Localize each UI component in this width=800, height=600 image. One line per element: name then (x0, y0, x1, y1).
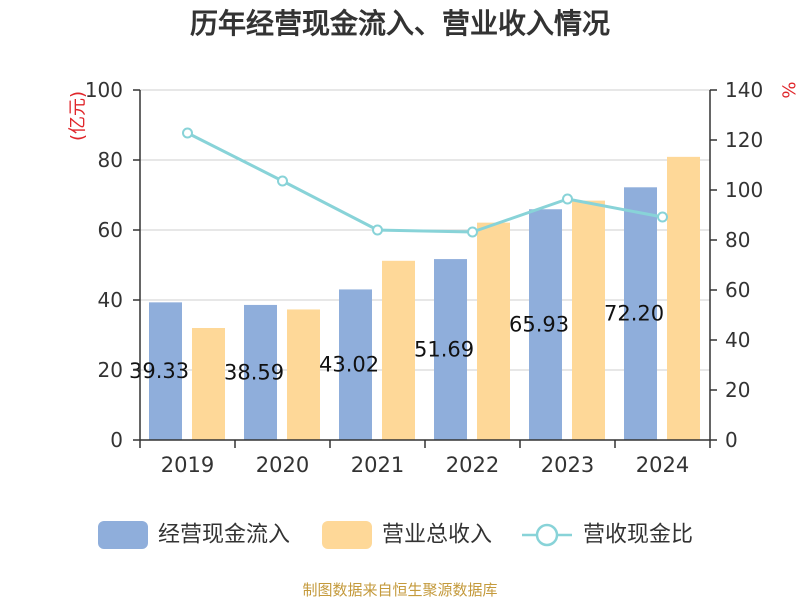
data-label-2024: 72.20 (604, 302, 664, 326)
x-tick-label-2023: 2023 (541, 453, 594, 477)
bar-revenue-2021 (382, 260, 415, 440)
bar-cash-inflow-2022 (434, 259, 467, 440)
x-tick-label-2022: 2022 (446, 453, 499, 477)
x-tick-label-2020: 2020 (256, 453, 309, 477)
y2-tick-label-0: 0 (725, 428, 738, 452)
ratio-point-2020 (277, 175, 288, 187)
y-tick-label-0: 0 (110, 428, 123, 452)
legend-label-revenue: 营业总收入 (382, 523, 492, 548)
ratio-point-2022 (467, 226, 478, 238)
tick-labels: 0 20 40 60 80 100 0 20 40 60 80 100 120 140 2019 2020 20… (85, 78, 763, 477)
y2-tick-label-40: 40 (725, 328, 750, 352)
y2-axis-title: % (778, 81, 799, 98)
data-label-2022: 51.69 (414, 338, 474, 362)
y2-tick-label-60: 60 (725, 278, 750, 302)
legend-marker-ratio (535, 523, 559, 547)
ratio-line (186, 131, 664, 234)
y-tick-label-20: 20 (98, 358, 123, 382)
axes (133, 89, 717, 448)
data-label-2021: 43.02 (319, 353, 379, 377)
legend-item-revenue[interactable]: 营业总收入 (322, 521, 492, 549)
data-label-2019: 39.33 (129, 359, 189, 383)
bar-series-revenue (192, 156, 700, 440)
bar-revenue-2022 (477, 222, 510, 440)
y2-tick-label-100: 100 (725, 178, 763, 202)
data-label-2020: 38.59 (224, 360, 284, 384)
bar-cash-inflow-2023 (529, 209, 562, 440)
legend-item-ratio[interactable]: 营收现金比 (522, 523, 693, 548)
ratio-point-2019 (182, 127, 193, 139)
bar-revenue-2023 (572, 200, 605, 440)
y2-tick-label-80: 80 (725, 228, 750, 252)
legend-item-cash-inflow[interactable]: 经营现金流入 (98, 521, 290, 549)
ratio-point-2021 (372, 224, 383, 236)
legend-swatch-cash-inflow (98, 521, 148, 549)
source-note: 制图数据来自恒生聚源数据库 (302, 581, 497, 599)
x-tick-label-2019: 2019 (161, 453, 214, 477)
legend-label-cash-inflow: 经营现金流入 (158, 523, 290, 548)
legend-swatch-revenue (322, 521, 372, 549)
bar-cash-inflow-2024 (624, 187, 657, 440)
x-tick-label-2021: 2021 (351, 453, 404, 477)
bar-revenue-2024 (667, 156, 700, 440)
bar-series-cash-inflow (149, 187, 657, 440)
legend: 经营现金流入 营业总收入 营收现金比 (98, 521, 693, 549)
y2-tick-label-20: 20 (725, 378, 750, 402)
legend-label-ratio: 营收现金比 (583, 523, 693, 548)
y2-tick-label-120: 120 (725, 128, 763, 152)
ratio-point-2024 (657, 211, 668, 223)
data-labels: 39.33 38.59 43.02 51.69 65.93 72.20 (129, 302, 664, 385)
bar-cash-inflow-2020 (244, 304, 277, 440)
line-series-ratio (182, 127, 668, 238)
y-tick-label-100: 100 (85, 78, 123, 102)
data-label-2023: 65.93 (509, 313, 569, 337)
y-tick-label-60: 60 (98, 218, 123, 242)
y-tick-label-80: 80 (98, 148, 123, 172)
y-tick-label-40: 40 (98, 288, 123, 312)
x-tick-label-2024: 2024 (636, 453, 689, 477)
y-axis-title: (亿元) (68, 91, 89, 141)
bar-cash-inflow-2021 (339, 289, 372, 440)
y2-tick-label-140: 140 (725, 78, 763, 102)
chart-title: 历年经营现金流入、营业收入情况 (190, 7, 610, 40)
bar-revenue-2020 (287, 309, 320, 440)
bar-revenue-2019 (192, 328, 225, 440)
ratio-point-2023 (562, 193, 573, 205)
bar-cash-inflow-2019 (149, 302, 182, 440)
